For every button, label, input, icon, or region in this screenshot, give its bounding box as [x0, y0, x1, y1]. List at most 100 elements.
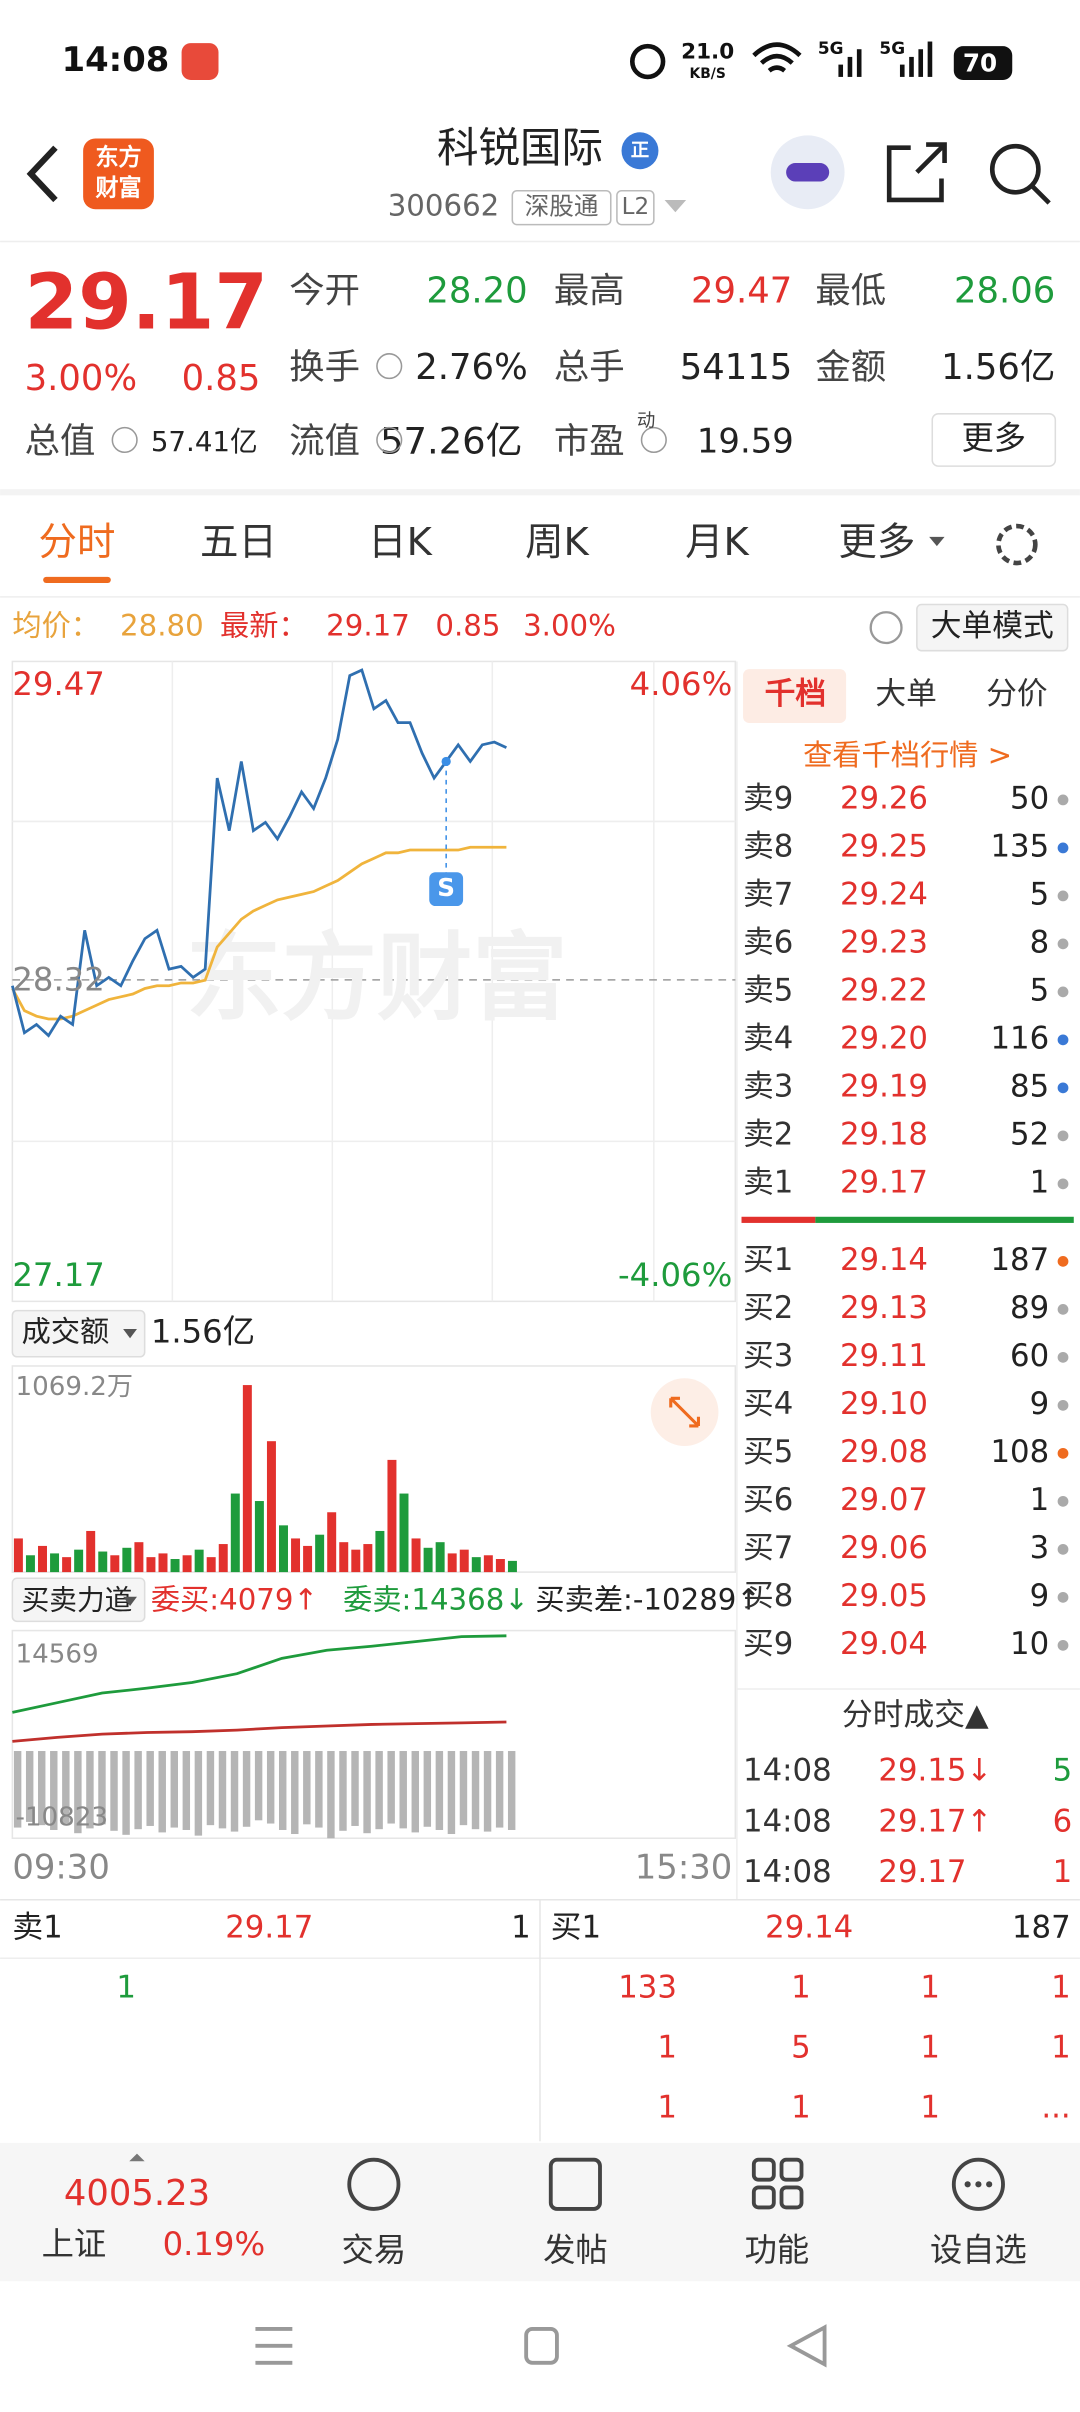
diff-bar [13, 1751, 22, 1828]
queue-order: 5 [791, 2029, 811, 2065]
diff-bar [158, 1751, 166, 1833]
book-volume: 3 [1030, 1530, 1050, 1566]
post-icon[interactable] [548, 2157, 602, 2211]
trade-volume: 1 [1053, 1854, 1073, 1890]
latest-value: 29.17 [326, 609, 410, 643]
book-tab[interactable]: 千档 [765, 676, 827, 712]
book-label: 买8 [743, 1578, 793, 1614]
diff-bar [98, 1751, 106, 1825]
queue-label: 卖1 [12, 1909, 62, 1945]
book-dot [1057, 842, 1069, 854]
more-button-label[interactable]: 更多 [961, 419, 1026, 457]
level-box [616, 189, 655, 226]
book-price: 29.13 [840, 1290, 928, 1326]
volume-bar [170, 1559, 180, 1573]
queue-order: ... [1041, 2089, 1070, 2125]
tab[interactable]: 日K [368, 520, 433, 565]
diff-bar [146, 1751, 154, 1826]
mode-label[interactable]: 大单模式 [931, 608, 1054, 644]
marker[interactable] [429, 872, 464, 907]
book-tab[interactable]: 分价 [986, 676, 1048, 712]
clock: 14:08 [62, 40, 170, 79]
marker-dot [441, 756, 451, 767]
diff-bar [266, 1751, 275, 1824]
volume-bar [303, 1545, 313, 1573]
field-value: 57.26亿 [380, 420, 523, 463]
tab[interactable]: 五日 [200, 520, 277, 565]
price-line [11, 668, 507, 1038]
nav-label[interactable]: 发帖 [543, 2231, 608, 2269]
book-label: 买6 [743, 1482, 793, 1518]
book-label: 买5 [743, 1434, 793, 1470]
trades-title[interactable]: 分时成交▲ [842, 1697, 989, 1733]
diff-bar [291, 1751, 299, 1835]
search-button[interactable] [989, 143, 1041, 195]
nav-label[interactable]: 交易 [342, 2231, 407, 2269]
help-icon[interactable] [869, 611, 903, 645]
volume-bar [483, 1555, 493, 1573]
book-dot [1057, 1130, 1069, 1142]
volume-bar [25, 1555, 35, 1573]
book-dot [1057, 1351, 1069, 1363]
watchlist-icon[interactable] [951, 2157, 1005, 2211]
force-selector[interactable] [11, 1577, 146, 1623]
volume-bar [158, 1553, 168, 1573]
queue-order: 1 [920, 2089, 940, 2125]
book-volume: 60 [1010, 1338, 1049, 1374]
book-tab[interactable]: 大单 [875, 676, 937, 712]
diff-bar [351, 1751, 359, 1826]
book-price: 29.10 [840, 1386, 928, 1422]
trade-icon[interactable] [347, 2157, 401, 2211]
selector-arrow [123, 1329, 137, 1339]
tab[interactable]: 更多 [838, 520, 915, 565]
book-link[interactable]: 查看千档行情 > [803, 738, 1012, 772]
watermark: 东方财富 [186, 923, 567, 1034]
book-price: 29.22 [840, 972, 928, 1008]
book-price: 29.04 [840, 1626, 928, 1662]
book-volume: 5 [1030, 972, 1050, 1008]
volume-bar [387, 1459, 397, 1573]
book-volume: 1 [1030, 1164, 1050, 1200]
volume-bar [435, 1542, 445, 1573]
nav-label[interactable]: 设自选 [930, 2231, 1027, 2269]
volume-bar [447, 1553, 457, 1573]
back-button[interactable] [26, 145, 58, 203]
volume-selector-label[interactable]: 成交额 [22, 1315, 110, 1349]
diff-bar [62, 1751, 70, 1824]
volume-bar [50, 1553, 60, 1573]
book-volume: 8 [1030, 924, 1050, 960]
diff-bar [134, 1751, 142, 1830]
book-volume: 108 [990, 1434, 1049, 1470]
book-label: 卖6 [743, 924, 793, 960]
mode-button[interactable] [916, 603, 1069, 652]
system-nav[interactable] [255, 2324, 827, 2368]
volume-bar [194, 1549, 204, 1573]
level: L2 [622, 194, 650, 220]
diff-bar [471, 1751, 480, 1830]
nav-label[interactable]: 功能 [745, 2231, 810, 2269]
book-label: 卖2 [743, 1116, 793, 1152]
field-label: 总值 [25, 421, 96, 462]
stock-name: 科锐国际 [437, 123, 603, 172]
book-volume: 10 [1010, 1626, 1049, 1662]
settings-button[interactable] [996, 523, 1038, 566]
book-price: 29.20 [840, 1020, 928, 1056]
force-frame [11, 1629, 737, 1839]
pe-note: 动 [637, 410, 655, 431]
signal-icons [838, 41, 933, 77]
queue-order: 133 [618, 1969, 677, 2005]
more-button[interactable] [931, 413, 1057, 467]
volume-bar [339, 1542, 349, 1573]
queue-order: 1 [1051, 1969, 1071, 2005]
tab[interactable]: 周K [525, 520, 590, 565]
volume-selector[interactable] [11, 1309, 146, 1358]
force-selector-label[interactable]: 买卖力道 [22, 1583, 133, 1616]
field-label: 今开 [289, 270, 360, 311]
tab[interactable]: 月K [685, 520, 750, 565]
share-button[interactable] [886, 142, 947, 203]
book-price: 29.26 [840, 780, 928, 816]
dropdown-arrow[interactable] [664, 199, 687, 213]
function-icon[interactable] [751, 2157, 804, 2210]
tab[interactable]: 分时 [39, 520, 116, 565]
